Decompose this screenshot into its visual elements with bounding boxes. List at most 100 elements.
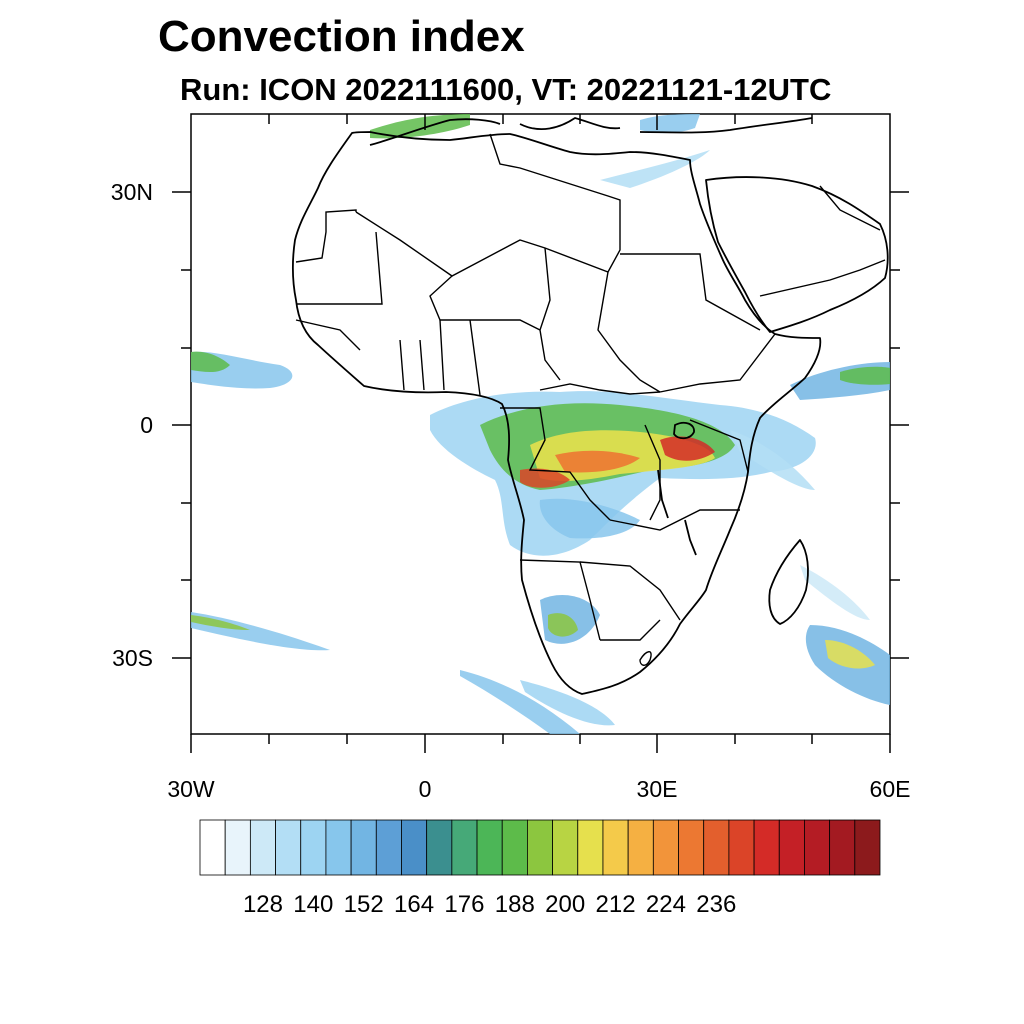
lon-label-30e: 30E xyxy=(637,776,678,802)
colorbar-swatch xyxy=(577,819,604,876)
colorbar-swatch xyxy=(300,819,327,876)
field-mozambique-channel xyxy=(800,565,870,620)
colorbar-swatch xyxy=(602,819,629,876)
colorbar-label: 212 xyxy=(596,891,636,918)
lake-tanganyika xyxy=(657,469,669,519)
border-mali-niger xyxy=(429,275,541,331)
field-orange-core xyxy=(555,450,640,473)
colorbar-swatch xyxy=(829,819,856,876)
field-southern-africa-core xyxy=(548,613,578,637)
map-area: 30N 0 30S 30W 0 30E 60E xyxy=(111,113,910,802)
colorbar-swatch xyxy=(652,819,679,876)
border-tanzania-south xyxy=(609,509,740,531)
map-subtitle: Run: ICON 2022111600, VT: 20221121-12UTC xyxy=(180,72,832,107)
border-mauritania xyxy=(296,231,383,305)
europe-coast-west xyxy=(369,118,501,146)
border-arabia-north xyxy=(819,185,881,231)
colorbar-swatch xyxy=(778,819,805,876)
colorbar-label: 236 xyxy=(696,891,736,918)
colorbar-swatch xyxy=(325,819,352,876)
border-congo xyxy=(500,407,611,521)
border-west-africa xyxy=(399,319,481,396)
border-western-sahara xyxy=(295,209,357,263)
lat-label-30s: 30S xyxy=(112,645,153,671)
colorbar-label: 164 xyxy=(394,891,434,918)
lakes xyxy=(657,421,697,556)
colorbar-swatch xyxy=(804,819,831,876)
border-car xyxy=(539,383,661,395)
colorbar xyxy=(199,819,881,876)
border-namibia xyxy=(519,559,601,641)
field-south-atlantic-streak xyxy=(460,670,580,734)
colorbar-labels: 128 140 152 164 176 188 200 212 224 236 xyxy=(243,891,736,918)
field-indian-ocean-core xyxy=(840,366,890,385)
border-botswana xyxy=(579,561,681,621)
lon-label-0: 0 xyxy=(419,776,432,802)
field-mediterranean xyxy=(370,114,470,139)
colorbar-swatch xyxy=(350,819,377,876)
colorbar-swatch xyxy=(476,819,503,876)
lake-victoria xyxy=(673,421,695,440)
colorbar-swatch xyxy=(401,819,428,876)
lat-label-30n: 30N xyxy=(111,179,153,205)
field-atlantic-west-core xyxy=(191,351,230,373)
border-yemen xyxy=(759,259,886,297)
colorbar-swatch xyxy=(501,819,528,876)
colorbar-swatch xyxy=(854,819,881,876)
field-angola xyxy=(539,498,640,539)
border-south-sudan-ethiopia xyxy=(659,333,776,393)
madagascar-coastline xyxy=(768,539,809,625)
field-south-atlantic-streak-2 xyxy=(520,680,615,726)
colorbar-swatch xyxy=(678,819,705,876)
colorbar-swatch xyxy=(224,819,251,876)
turkey-coast xyxy=(639,117,813,134)
colorbar-swatch xyxy=(375,819,402,876)
lat-labels: 30N 0 30S xyxy=(111,179,153,671)
coastlines xyxy=(291,117,889,695)
lat-label-0: 0 xyxy=(140,412,153,438)
colorbar-swatch xyxy=(199,819,226,876)
lon-labels: 30W 0 30E 60E xyxy=(167,776,910,802)
lon-label-30w: 30W xyxy=(167,776,215,802)
colorbar-swatch xyxy=(275,819,302,876)
field-southeast-core xyxy=(825,640,875,669)
colorbar-label: 176 xyxy=(444,891,484,918)
field-red-core-east xyxy=(660,436,715,461)
field-red-core-west xyxy=(520,468,570,488)
colorbar-label: 128 xyxy=(243,891,283,918)
colorbar-swatch xyxy=(703,819,730,876)
frame-ticks xyxy=(172,114,909,753)
lake-malawi xyxy=(684,519,697,556)
border-chad-sudan xyxy=(597,271,661,393)
colorbar-swatch xyxy=(627,819,654,876)
arabia-coastline xyxy=(705,176,889,333)
colorbar-label: 224 xyxy=(646,891,686,918)
colorbar-swatch xyxy=(426,819,453,876)
colorbar-swatch xyxy=(552,819,579,876)
colorbar-swatch xyxy=(451,819,478,876)
colorbar-swatch xyxy=(728,819,755,876)
colorbar-swatch xyxy=(753,819,780,876)
border-algeria-libya xyxy=(355,133,621,277)
colorbar-label: 152 xyxy=(344,891,384,918)
country-borders xyxy=(295,133,886,666)
lon-label-60e: 60E xyxy=(870,776,911,802)
colorbar-label: 140 xyxy=(293,891,333,918)
border-chad-west xyxy=(539,247,561,381)
colorbar-label: 188 xyxy=(495,891,535,918)
europe-coast-south xyxy=(519,117,621,131)
field-north-streak xyxy=(600,150,710,188)
africa-coastline xyxy=(291,131,822,695)
border-south-africa xyxy=(600,619,661,641)
colorbar-label: 200 xyxy=(545,891,585,918)
field-southwest-streak xyxy=(191,612,330,651)
map-title: Convection index xyxy=(158,12,525,61)
field-southwest-streak-core xyxy=(191,615,250,630)
border-senegal xyxy=(295,319,361,351)
colorbar-swatch xyxy=(249,819,276,876)
border-sudan-egypt xyxy=(620,253,761,331)
border-kenya xyxy=(689,419,749,473)
field-east-med xyxy=(640,114,700,134)
border-lesotho xyxy=(639,651,652,666)
